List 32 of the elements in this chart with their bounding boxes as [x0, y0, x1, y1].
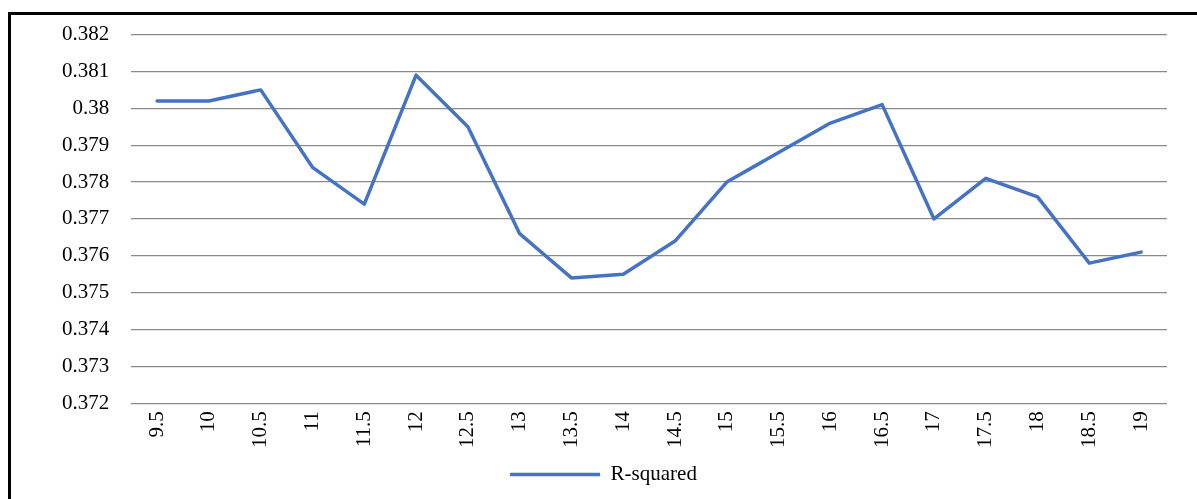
x-tick-label: 11.5 — [350, 411, 375, 448]
x-tick-label: 12.5 — [454, 411, 479, 448]
x-tick-label: 13 — [506, 411, 531, 433]
y-tick-label: 0.373 — [62, 352, 110, 377]
y-tick-label: 0.381 — [62, 57, 110, 82]
y-tick-label: 0.374 — [62, 316, 110, 341]
x-tick-label: 14 — [609, 410, 634, 433]
x-tick-label: 15 — [713, 411, 738, 433]
y-tick-label: 0.376 — [62, 242, 110, 267]
x-tick-label: 9.5 — [143, 411, 168, 438]
y-tick-label: 0.375 — [62, 279, 110, 304]
y-tick-label: 0.378 — [62, 168, 110, 193]
x-tick-label: 17 — [920, 411, 945, 433]
x-tick-label: 19 — [1127, 411, 1152, 433]
x-tick-label: 11 — [299, 411, 324, 432]
x-tick-label: 12 — [402, 411, 427, 433]
y-tick-label: 0.382 — [62, 21, 110, 46]
y-tick-label: 0.38 — [72, 94, 110, 119]
y-tick-label: 0.379 — [62, 131, 110, 156]
x-tick-label: 10.5 — [247, 411, 272, 448]
y-tick-label: 0.372 — [62, 389, 110, 414]
x-tick-label: 16 — [816, 411, 841, 433]
x-tick-label: 17.5 — [972, 411, 997, 448]
x-tick-label: 14.5 — [661, 411, 686, 448]
x-tick-label: 13.5 — [557, 411, 582, 448]
y-tick-label: 0.377 — [62, 205, 110, 230]
x-tick-label: 18 — [1024, 411, 1049, 433]
legend-label: R-squared — [610, 461, 698, 486]
x-tick-label: 15.5 — [765, 411, 790, 448]
x-tick-label: 16.5 — [868, 411, 893, 448]
x-tick-label: 10 — [195, 411, 220, 433]
x-tick-label: 18.5 — [1075, 411, 1100, 448]
